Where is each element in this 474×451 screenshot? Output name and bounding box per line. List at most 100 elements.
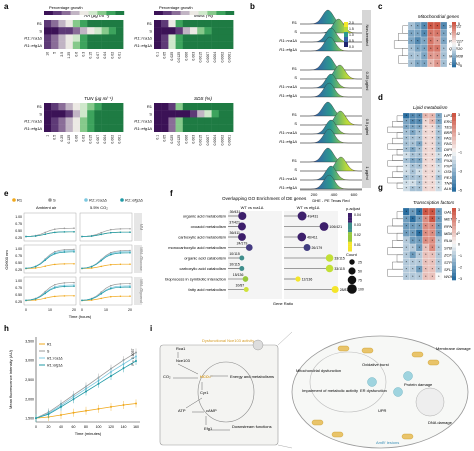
x-tick: 10	[104, 308, 108, 312]
significance-mark: *	[432, 224, 434, 228]
x-axis-label: DHE - PE Texas Red	[312, 198, 349, 203]
dendrogram-branch	[402, 25, 408, 34]
significance-mark: *	[417, 62, 419, 66]
significance-mark: *	[406, 125, 408, 129]
strain-label: R1	[292, 66, 298, 71]
schematic-label: ER dysfunction	[360, 388, 387, 393]
significance-mark: *	[432, 125, 434, 129]
concentration-tick: 0.007	[96, 135, 100, 144]
heatmap-cell	[175, 124, 183, 132]
colorbar-step	[348, 246, 352, 250]
y-tick: 1.00	[15, 215, 22, 219]
go-term-label: organic acid metabolism	[183, 214, 227, 219]
x-tick: 40	[59, 425, 63, 429]
significance-mark: *	[406, 253, 408, 257]
growth-point	[129, 251, 131, 254]
go-term-label: carboxylic acid metabolism	[178, 235, 226, 240]
heatmap-cell	[51, 110, 59, 118]
significance-mark: *	[438, 246, 440, 250]
significance-mark: *	[437, 24, 439, 28]
strain-label: R1::rca1Δ	[279, 38, 297, 43]
dendrogram-branch	[396, 149, 403, 156]
x-tick: 600	[351, 192, 358, 197]
colorbar-step	[348, 244, 352, 247]
colorbar-step	[348, 232, 352, 235]
schematic-arrow	[185, 397, 203, 409]
strain-label: R1	[37, 104, 43, 109]
heatmap-cell	[168, 103, 176, 111]
heatmap-cell	[87, 117, 95, 125]
column-title: WT vs efg1Δ	[297, 205, 320, 210]
strain-label: R1::rca1Δ	[279, 130, 297, 135]
heatmap-cell	[211, 103, 219, 111]
colorbar-step	[452, 160, 456, 165]
strain-label: R1	[292, 112, 298, 117]
heatmap-cell	[435, 185, 443, 192]
schematic-label: Rca1	[176, 346, 186, 351]
gene-ratio-label: 10/87	[235, 284, 244, 288]
significance-mark: *	[425, 164, 427, 168]
dendrogram-branch	[396, 132, 403, 139]
significance-mark: *	[425, 246, 427, 250]
heatmap-cell	[87, 110, 95, 118]
gene-label: ALK6	[443, 186, 455, 191]
gene-label: SFL2	[444, 267, 454, 272]
ridge-density	[300, 82, 362, 98]
colorbar-step	[348, 215, 352, 218]
colorbar-step	[452, 132, 456, 137]
heatmap-cell	[108, 110, 117, 118]
significance-mark: *	[443, 47, 445, 51]
colorbar-step	[452, 175, 456, 180]
heatmap-cell	[190, 124, 198, 132]
significance-mark: *	[432, 181, 434, 185]
heatmap-cell	[51, 41, 59, 49]
colorbar-step	[348, 241, 352, 245]
growth-legend-1: Percentage growth	[154, 5, 235, 15]
significance-mark: *	[417, 47, 419, 51]
significance-mark: *	[425, 239, 427, 243]
significance-mark: *	[406, 170, 408, 174]
heatmap-cell	[218, 110, 227, 118]
legend-value: 1.5	[349, 27, 354, 31]
legend-label: R1::efg1Δ	[47, 364, 63, 368]
colorbar-step	[348, 237, 352, 240]
colorbar-step	[348, 249, 352, 252]
lollipop-dot	[319, 222, 329, 231]
heatmap-cell	[168, 117, 176, 125]
heatmap-cell	[108, 117, 117, 125]
heatmap-title: SDS (%)	[194, 96, 212, 101]
strain-label: R1::efg1Δ	[24, 43, 42, 48]
concentration-tick: 2.5	[60, 52, 64, 57]
heatmap-cell	[175, 103, 183, 111]
significance-mark: *	[424, 32, 426, 36]
growth-curve	[81, 295, 130, 301]
colorbar-tick: −5	[458, 64, 462, 68]
legend-swatch	[70, 11, 80, 15]
significance-mark: *	[425, 232, 427, 236]
dendrogram-branch	[387, 269, 403, 277]
significance-mark: *	[406, 176, 408, 180]
colorbar-step	[452, 229, 456, 234]
x-tick: 20	[72, 308, 76, 312]
gene-label: STP2	[444, 260, 455, 265]
dendrogram-branch	[387, 177, 403, 184]
colorbar-step	[348, 220, 352, 223]
concentration-tick: 0.0125	[177, 135, 181, 146]
protein-glyph	[393, 387, 403, 397]
nucleus-glyph	[252, 339, 264, 351]
legend-marker	[120, 198, 124, 202]
dendrogram-branch	[392, 240, 403, 248]
x-tick: 60	[72, 425, 76, 429]
schematic-label: ATP	[178, 408, 186, 413]
significance-mark: *	[438, 275, 440, 279]
heatmap-cell	[108, 20, 117, 28]
count-legend-value: 100	[358, 288, 364, 292]
gene-label: TES1	[444, 124, 454, 129]
p-value: P = 0.0057	[131, 348, 135, 365]
significance-mark: *	[406, 153, 408, 157]
significance-mark: *	[430, 24, 432, 28]
strain-label: R1::rca1Δ	[279, 84, 297, 89]
significance-mark: *	[417, 32, 419, 36]
significance-mark: *	[419, 142, 421, 146]
